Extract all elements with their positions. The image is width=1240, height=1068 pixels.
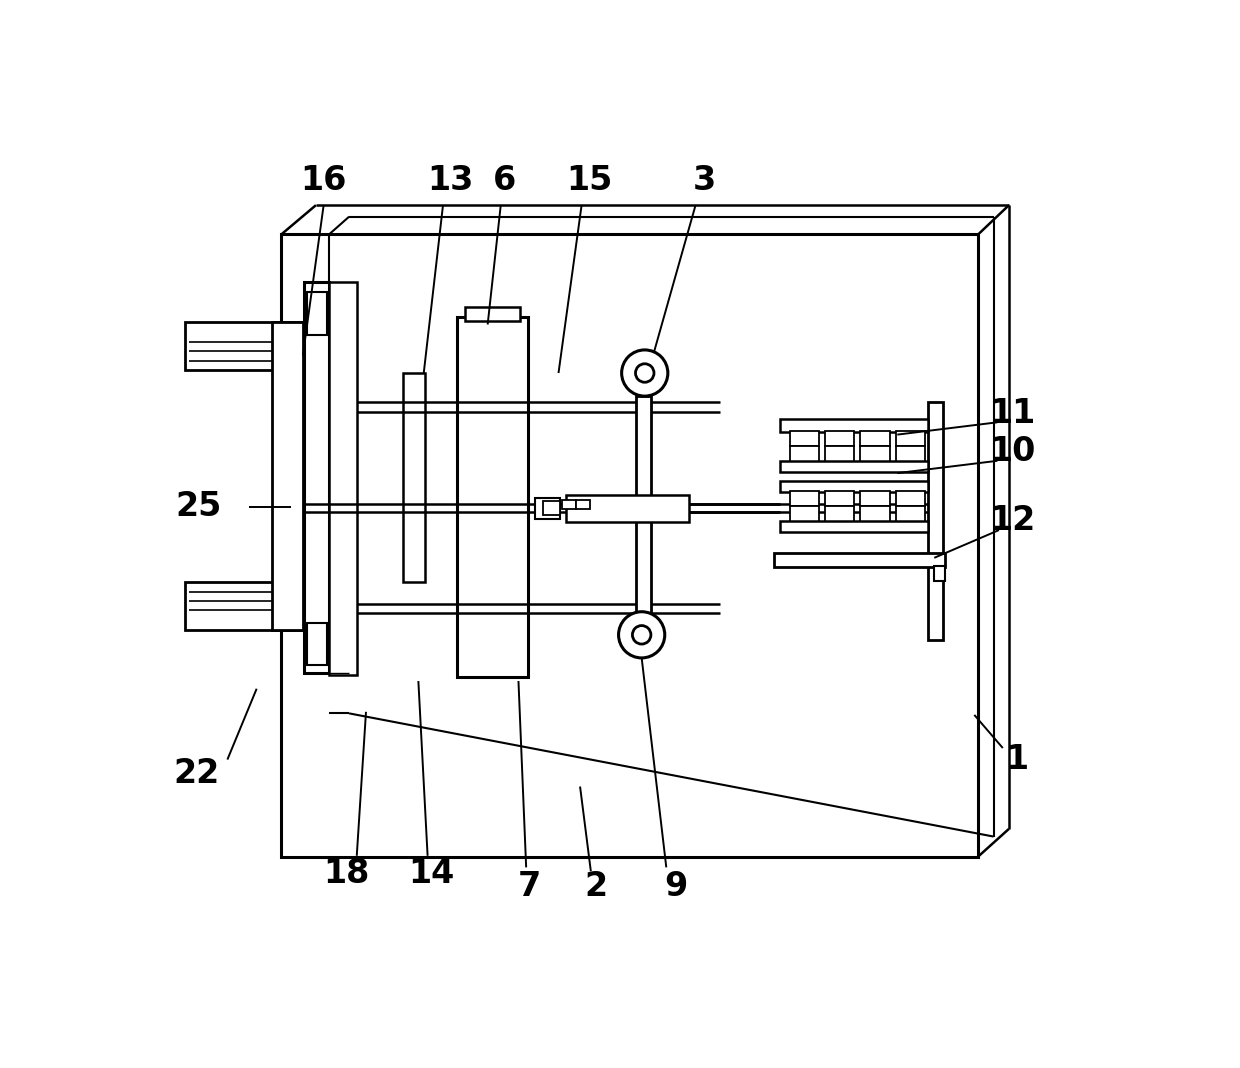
Bar — [790, 446, 818, 461]
Circle shape — [632, 626, 651, 644]
Bar — [825, 430, 854, 446]
Bar — [861, 491, 889, 506]
Text: 7: 7 — [517, 870, 541, 904]
Text: 6: 6 — [494, 164, 516, 197]
Bar — [790, 506, 818, 521]
Text: 14: 14 — [408, 857, 455, 890]
Bar — [563, 500, 577, 509]
Bar — [825, 491, 854, 506]
Bar — [185, 582, 300, 630]
Bar — [543, 501, 560, 515]
Bar — [281, 234, 978, 857]
Bar — [185, 323, 300, 370]
Bar — [825, 446, 854, 461]
Text: 11: 11 — [990, 396, 1035, 429]
Bar — [861, 506, 889, 521]
Text: 9: 9 — [663, 870, 687, 904]
Text: 16: 16 — [300, 164, 347, 197]
Bar — [861, 430, 889, 446]
Circle shape — [619, 612, 665, 658]
Bar — [465, 307, 520, 320]
Bar — [304, 282, 329, 673]
Circle shape — [621, 350, 668, 396]
Bar — [456, 317, 528, 677]
Bar — [790, 430, 818, 446]
Bar — [895, 491, 925, 506]
Circle shape — [635, 364, 653, 382]
Bar — [306, 293, 326, 334]
Bar — [780, 521, 928, 532]
Text: 13: 13 — [428, 164, 474, 197]
Text: 15: 15 — [567, 164, 613, 197]
Bar — [934, 566, 945, 581]
Bar — [780, 481, 928, 491]
Text: 10: 10 — [990, 435, 1035, 468]
Bar — [895, 446, 925, 461]
Bar — [536, 498, 560, 519]
Text: 1: 1 — [1006, 743, 1028, 776]
Bar — [895, 506, 925, 521]
Text: 18: 18 — [324, 857, 370, 890]
Bar — [895, 430, 925, 446]
Bar — [577, 500, 590, 509]
Bar — [928, 402, 944, 640]
Bar — [272, 323, 303, 630]
Bar — [780, 420, 928, 431]
Text: 3: 3 — [693, 164, 717, 197]
Bar — [403, 373, 424, 582]
Bar — [306, 623, 326, 665]
Text: 22: 22 — [174, 757, 219, 790]
Bar — [790, 491, 818, 506]
Bar — [861, 446, 889, 461]
Text: 12: 12 — [990, 504, 1035, 537]
Bar — [567, 494, 689, 521]
Bar — [329, 282, 357, 675]
Text: 25: 25 — [175, 490, 221, 523]
Bar — [774, 553, 945, 567]
Bar — [825, 506, 854, 521]
Bar — [780, 460, 928, 472]
Text: 2: 2 — [584, 870, 608, 904]
Bar — [635, 396, 651, 634]
